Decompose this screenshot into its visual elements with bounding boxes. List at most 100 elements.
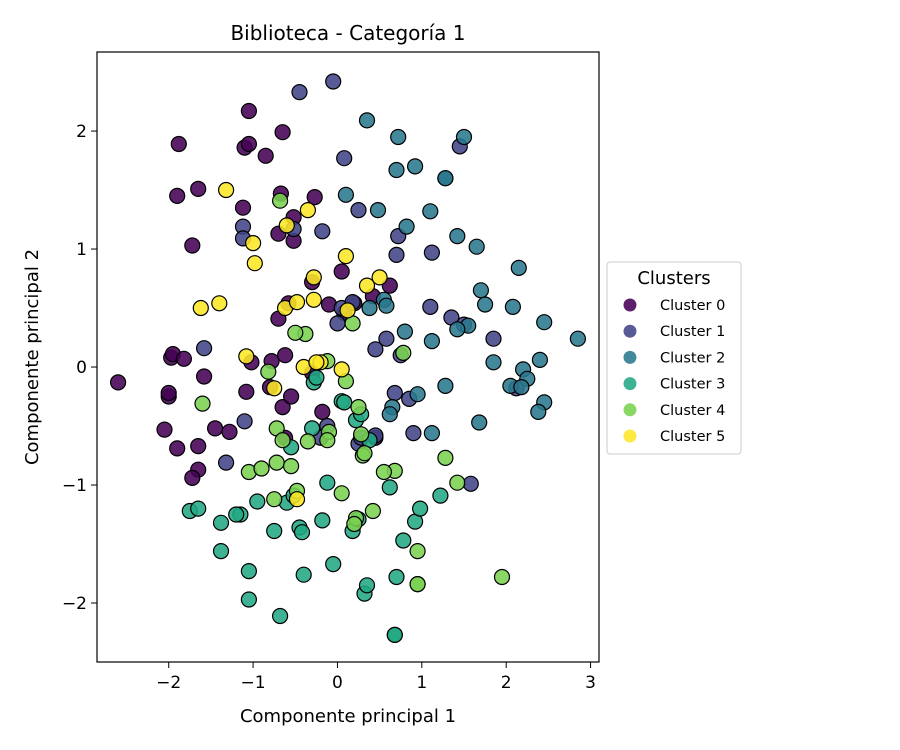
point-cluster-0 xyxy=(234,199,252,216)
point-cluster-5 xyxy=(358,277,376,294)
point-cluster-1 xyxy=(423,244,440,261)
point-cluster-4 xyxy=(253,460,270,477)
point-cluster-0 xyxy=(221,423,238,440)
point-cluster-5 xyxy=(337,248,354,265)
point-cluster-5 xyxy=(333,361,350,378)
point-cluster-3 xyxy=(240,591,257,608)
point-cluster-2 xyxy=(358,112,376,129)
point-cluster-3 xyxy=(228,506,245,523)
point-cluster-1 xyxy=(405,425,422,442)
point-cluster-4 xyxy=(395,344,412,361)
legend-marker-cluster-5 xyxy=(623,429,637,443)
point-cluster-0 xyxy=(240,135,257,153)
legend-label-cluster-2: Cluster 2 xyxy=(660,350,725,366)
y-tick-label: −2 xyxy=(62,594,87,614)
point-cluster-2 xyxy=(337,186,354,203)
point-cluster-1 xyxy=(462,475,479,492)
point-cluster-2 xyxy=(423,333,440,350)
x-tick-label: −2 xyxy=(156,673,181,693)
point-cluster-1 xyxy=(325,73,342,90)
point-cluster-2 xyxy=(477,296,494,313)
point-cluster-0 xyxy=(160,384,177,402)
point-cluster-3 xyxy=(325,555,342,573)
point-cluster-4 xyxy=(353,426,370,443)
point-cluster-3 xyxy=(212,514,230,531)
legend-marker-cluster-2 xyxy=(623,350,637,364)
x-axis-label: Componente principal 1 xyxy=(240,706,456,727)
point-cluster-2 xyxy=(388,161,405,179)
point-cluster-2 xyxy=(536,314,553,331)
point-cluster-0 xyxy=(274,124,291,141)
point-cluster-0 xyxy=(190,180,207,197)
legend-marker-cluster-1 xyxy=(623,324,637,338)
point-cluster-0 xyxy=(207,420,224,437)
point-cluster-4 xyxy=(299,433,316,450)
point-cluster-3 xyxy=(308,369,325,386)
point-cluster-4 xyxy=(272,192,289,209)
point-cluster-1 xyxy=(218,454,235,471)
x-axis: −2 −1 0 1 2 3 xyxy=(156,662,596,693)
point-cluster-4 xyxy=(194,395,211,412)
chart-title: Biblioteca - Categoría 1 xyxy=(230,21,465,45)
point-cluster-0 xyxy=(184,237,201,254)
point-cluster-0 xyxy=(277,347,294,364)
point-cluster-3 xyxy=(358,577,376,594)
y-tick-label: 0 xyxy=(76,358,87,378)
point-cluster-4 xyxy=(319,432,336,449)
point-cluster-0 xyxy=(306,189,323,206)
point-cluster-3 xyxy=(240,562,257,580)
point-cluster-4 xyxy=(266,491,283,508)
point-cluster-4 xyxy=(437,449,454,466)
point-cluster-3 xyxy=(293,524,311,541)
point-cluster-0 xyxy=(240,102,257,120)
point-cluster-1 xyxy=(336,150,353,167)
point-cluster-3 xyxy=(336,394,353,411)
point-cluster-3 xyxy=(295,566,312,583)
point-cluster-0 xyxy=(257,147,274,164)
point-cluster-2 xyxy=(485,354,502,371)
point-cluster-1 xyxy=(378,330,395,347)
point-cluster-3 xyxy=(190,500,207,517)
point-cluster-4 xyxy=(287,324,304,341)
point-cluster-0 xyxy=(314,403,331,420)
point-cluster-1 xyxy=(367,341,384,358)
point-cluster-2 xyxy=(449,321,466,338)
point-cluster-0 xyxy=(196,368,213,385)
point-cluster-2 xyxy=(455,128,473,146)
point-cluster-0 xyxy=(175,350,192,367)
point-cluster-5 xyxy=(266,380,283,397)
point-cluster-2 xyxy=(396,323,413,340)
point-cluster-2 xyxy=(471,414,488,431)
legend-items: Cluster 0 Cluster 1 Cluster 2 Cluster 3 Clus… xyxy=(623,298,725,445)
point-cluster-0 xyxy=(169,440,186,457)
point-cluster-1 xyxy=(236,413,253,430)
point-cluster-0 xyxy=(274,399,291,416)
y-tick-label: −1 xyxy=(62,476,87,496)
point-cluster-2 xyxy=(569,330,587,347)
point-cluster-0 xyxy=(109,374,127,391)
point-cluster-2 xyxy=(381,406,398,423)
point-cluster-4 xyxy=(268,454,285,471)
point-cluster-5 xyxy=(371,269,388,286)
x-tick-label: 2 xyxy=(501,673,512,693)
point-cluster-0 xyxy=(333,263,350,280)
point-cluster-4 xyxy=(449,474,466,491)
point-cluster-0 xyxy=(190,438,207,455)
point-cluster-2 xyxy=(510,259,527,276)
point-cluster-4 xyxy=(333,485,350,502)
point-cluster-2 xyxy=(407,158,424,175)
x-tick-label: 3 xyxy=(585,673,596,693)
point-cluster-4 xyxy=(409,542,426,560)
point-cluster-5 xyxy=(238,348,255,365)
point-cluster-5 xyxy=(211,295,228,312)
point-cluster-2 xyxy=(513,379,530,396)
point-cluster-3 xyxy=(381,479,398,496)
point-cluster-4 xyxy=(364,502,381,520)
point-cluster-3 xyxy=(412,500,429,517)
x-tick-label: −1 xyxy=(241,673,266,693)
point-cluster-4 xyxy=(350,399,367,416)
point-cluster-4 xyxy=(346,515,363,533)
legend-box xyxy=(606,261,742,455)
point-cluster-3 xyxy=(212,542,230,560)
